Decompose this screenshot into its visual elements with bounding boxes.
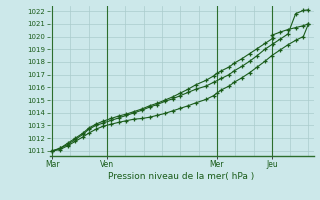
X-axis label: Pression niveau de la mer( hPa ): Pression niveau de la mer( hPa ) — [108, 172, 255, 181]
